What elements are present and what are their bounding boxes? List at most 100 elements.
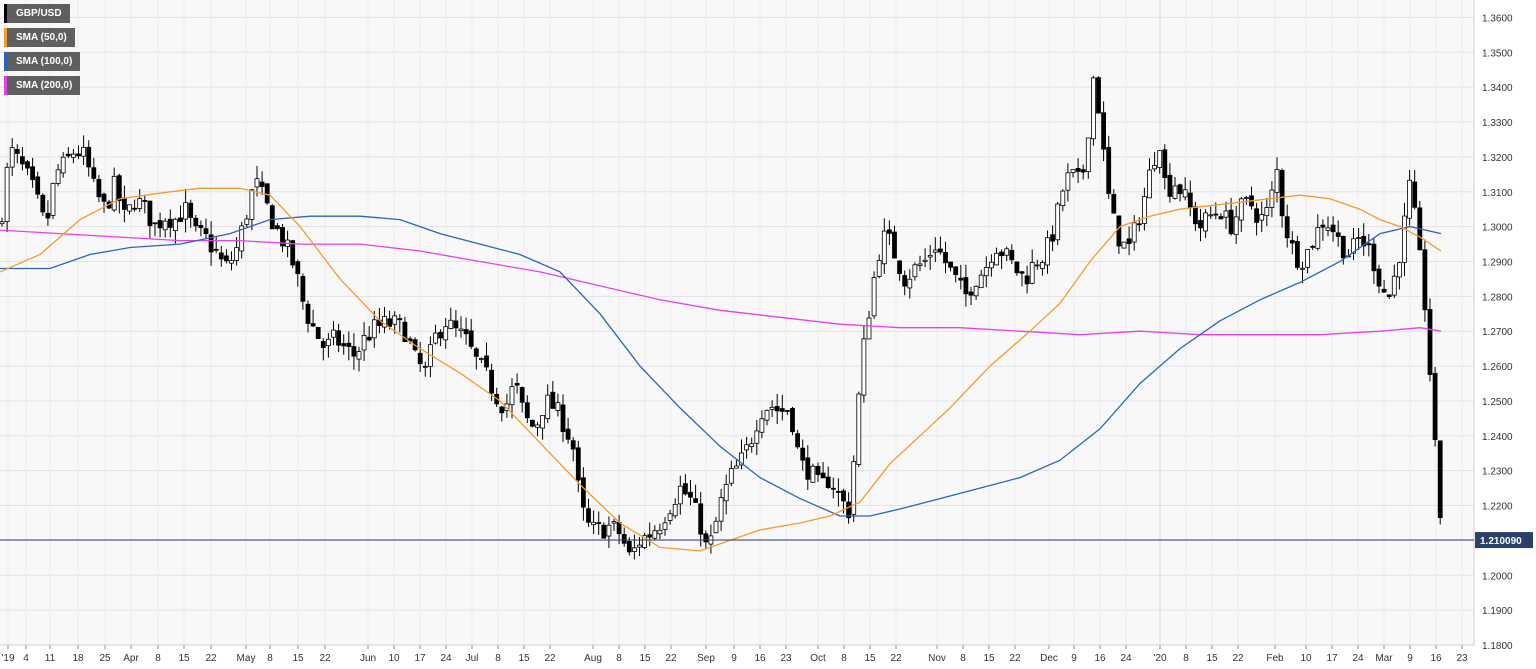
candle-body — [203, 228, 209, 234]
candle-body — [198, 225, 204, 228]
candle-body — [234, 247, 240, 261]
candle-body — [392, 315, 398, 325]
legend-item-sma100[interactable]: SMA (100,0) — [4, 52, 81, 71]
candle-body — [1009, 249, 1015, 261]
x-tick-label: 15 — [178, 653, 190, 664]
candle-body — [127, 204, 132, 212]
candle-body — [1091, 77, 1096, 140]
x-tick-label: 18 — [72, 653, 84, 664]
candle-body — [1177, 184, 1183, 195]
candle-body — [1101, 112, 1106, 150]
candle-body — [749, 443, 755, 447]
candle-body — [1437, 440, 1443, 518]
x-tick-label: Nov — [928, 653, 946, 664]
candle-body — [861, 338, 867, 396]
candle-body — [917, 263, 923, 266]
candle-body — [229, 260, 234, 264]
candle-body — [193, 217, 199, 227]
candle-body — [713, 520, 719, 534]
candle-body — [1121, 241, 1127, 249]
candle-body — [1386, 294, 1392, 297]
x-tick-label: '19 — [1, 653, 14, 664]
x-tick-label: Dec — [1040, 653, 1058, 664]
candle-body — [570, 440, 576, 450]
candle-body — [943, 252, 948, 264]
candle-body — [1111, 193, 1117, 214]
candle-body — [1305, 249, 1310, 268]
legend-item-symbol[interactable]: GBP/USD — [4, 4, 70, 23]
candle-body — [606, 524, 612, 537]
candle-body — [698, 503, 704, 535]
candle-body — [1279, 170, 1285, 217]
candle-body — [989, 261, 994, 269]
candle-body — [96, 179, 102, 198]
legend-item-sma50[interactable]: SMA (50,0) — [4, 28, 75, 47]
x-tick-label: 22 — [319, 653, 331, 664]
legend-swatch-sma50 — [4, 28, 7, 47]
candle-body — [1361, 235, 1367, 247]
candle-body — [1371, 243, 1377, 272]
candle-body — [968, 291, 974, 296]
x-tick-label: 8 — [616, 653, 622, 664]
candle-body — [616, 521, 622, 535]
candle-body — [1080, 169, 1086, 173]
y-tick-label: 1.2700 — [1482, 327, 1513, 338]
x-tick-label: 22 — [544, 653, 556, 664]
candle-body — [208, 234, 214, 253]
candle-body — [958, 277, 964, 281]
candle-body — [264, 183, 270, 204]
candle-body — [1014, 261, 1020, 274]
candle-body — [218, 252, 224, 260]
candle-body — [836, 490, 841, 493]
candle-body — [152, 222, 158, 225]
candle-body — [65, 153, 71, 157]
candle-body — [586, 508, 591, 523]
candle-body — [514, 383, 520, 386]
x-tick-label: 8 — [960, 653, 966, 664]
legend-item-sma200[interactable]: SMA (200,0) — [4, 76, 81, 95]
candle-body — [71, 153, 76, 158]
candle-body — [887, 229, 892, 234]
candle-body — [764, 409, 770, 421]
y-tick-label: 1.3000 — [1482, 223, 1513, 234]
x-tick-label: Aug — [584, 653, 602, 664]
candle-body — [336, 330, 342, 346]
y-tick-label: 1.2500 — [1482, 397, 1513, 408]
x-tick-label: 8 — [155, 653, 161, 664]
candle-body — [458, 328, 464, 332]
x-tick-label: 22 — [1232, 653, 1244, 664]
candle-body — [1019, 271, 1025, 274]
x-tick-label: 15 — [983, 653, 995, 664]
candle-body — [978, 274, 984, 289]
candle-body — [1366, 243, 1372, 246]
candle-body — [1203, 212, 1208, 232]
x-tick-label: 24 — [1120, 653, 1132, 664]
candle-body — [81, 147, 86, 157]
candle-body — [40, 194, 46, 213]
candle-body — [1289, 240, 1295, 244]
x-tick-label: 22 — [890, 653, 902, 664]
legend-swatch-sma200 — [4, 76, 7, 95]
candle-body — [667, 513, 673, 521]
y-tick-label: 1.3300 — [1482, 118, 1513, 129]
candle-body — [1325, 227, 1331, 231]
candle-body — [1427, 309, 1433, 375]
candle-body — [856, 393, 862, 465]
x-tick-label: 4 — [23, 653, 29, 664]
candle-body — [188, 202, 194, 218]
candle-body — [734, 465, 739, 469]
candle-body — [157, 220, 163, 229]
candle-body — [688, 491, 693, 498]
candle-body — [1131, 222, 1137, 243]
candle-body — [473, 348, 479, 357]
x-tick-label: '20 — [1153, 653, 1166, 664]
candle-body — [1412, 181, 1418, 208]
candle-body — [162, 220, 168, 231]
candle-body — [530, 419, 535, 427]
y-tick-label: 1.2900 — [1482, 257, 1513, 268]
candle-body — [509, 386, 515, 406]
sma100-line — [0, 215, 1442, 517]
candle-body — [785, 410, 790, 412]
x-tick-label: 22 — [665, 653, 677, 664]
candle-body — [1198, 220, 1203, 229]
